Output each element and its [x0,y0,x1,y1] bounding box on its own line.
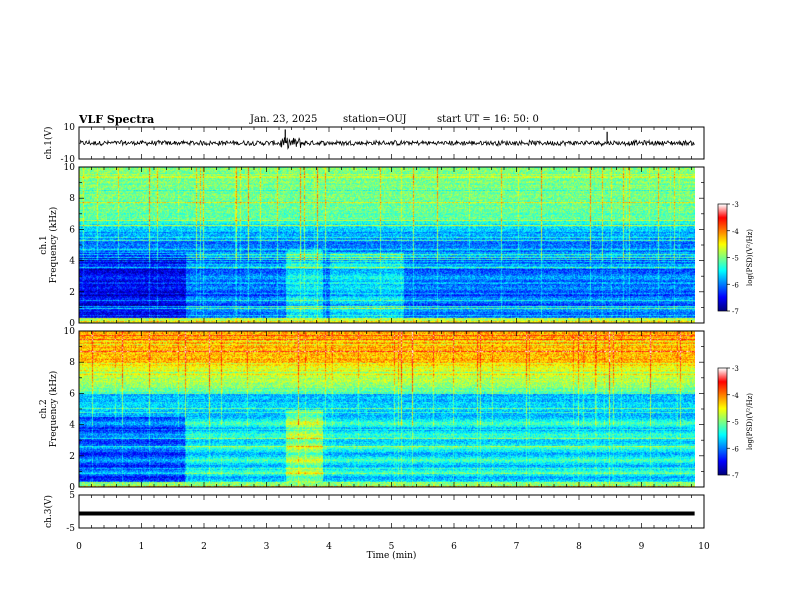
y-tick-label: 2 [69,452,75,462]
ch1-spectrogram-image [79,167,695,323]
ch2-spectrogram-image [79,331,695,487]
station-label: station=OUJ [343,114,407,125]
y-tick-label: -5 [66,524,75,534]
y-tick-label: 8 [69,358,75,368]
x-tick-label: 0 [76,542,82,552]
ch1-trace [79,137,695,150]
y-tick-label: 5 [69,491,75,501]
colorbar-label: log(PSD)(V²/Hz) [746,229,754,286]
x-tick-label: 3 [264,542,270,552]
y-tick-label: 6 [69,389,75,399]
x-tick-label: 4 [326,542,332,552]
colorbar-tick-label: -3 [732,201,739,209]
y-tick-label: 0 [69,319,75,329]
y-tick-label: 10 [64,123,76,133]
y-tick-label: 6 [69,225,75,235]
y-tick-label: 2 [69,288,75,298]
ch1-spectrogram-colorbar [718,204,727,311]
y-tick-label: 8 [69,194,75,204]
y-tick-label: -10 [61,155,76,165]
x-tick-label: 1 [139,542,145,552]
date-label: Jan. 23, 2025 [250,114,318,125]
ch1-spectrogram-ylabel: Frequency (kHz) [48,207,59,284]
colorbar-tick-label: -5 [732,255,739,263]
colorbar-tick-label: -7 [732,472,739,480]
colorbar-tick-label: -3 [732,365,739,373]
ch1-spectrogram-ylabel: ch.1 [39,235,49,254]
x-axis-label: Time (min) [367,550,417,561]
colorbar-tick-label: -6 [732,445,739,453]
ch2-spectrogram-ylabel: ch.2 [39,399,49,418]
y-tick-label: 0 [69,483,75,493]
y-tick-label: 10 [64,327,76,337]
ch2-spectrogram-colorbar [718,368,727,475]
y-tick-label: 10 [64,163,76,173]
colorbar-tick-label: -4 [732,228,739,236]
start-time-label: start UT = 16: 50: 0 [437,114,539,125]
x-tick-label: 2 [201,542,207,552]
y-tick-label: 4 [69,421,75,431]
colorbar-tick-label: -5 [732,419,739,427]
y-tick-label: 4 [69,257,75,267]
x-tick-label: 9 [639,542,645,552]
ch3-waveform-ylabel: ch.3(V) [43,495,54,528]
ch2-spectrogram-ylabel: Frequency (kHz) [48,371,59,448]
colorbar-tick-label: -6 [732,281,739,289]
figure-title: VLF Spectra [79,113,155,126]
x-tick-label: 5 [389,542,395,552]
x-tick-label: 6 [451,542,457,552]
x-tick-label: 7 [514,542,520,552]
ch1-waveform-ylabel: ch.1(V) [43,127,54,160]
colorbar-label: log(PSD)(V²/Hz) [746,393,754,450]
x-tick-label: 8 [576,542,582,552]
colorbar-tick-label: -7 [732,308,739,316]
x-tick-label: 10 [698,542,710,552]
colorbar-tick-label: -4 [732,392,739,400]
